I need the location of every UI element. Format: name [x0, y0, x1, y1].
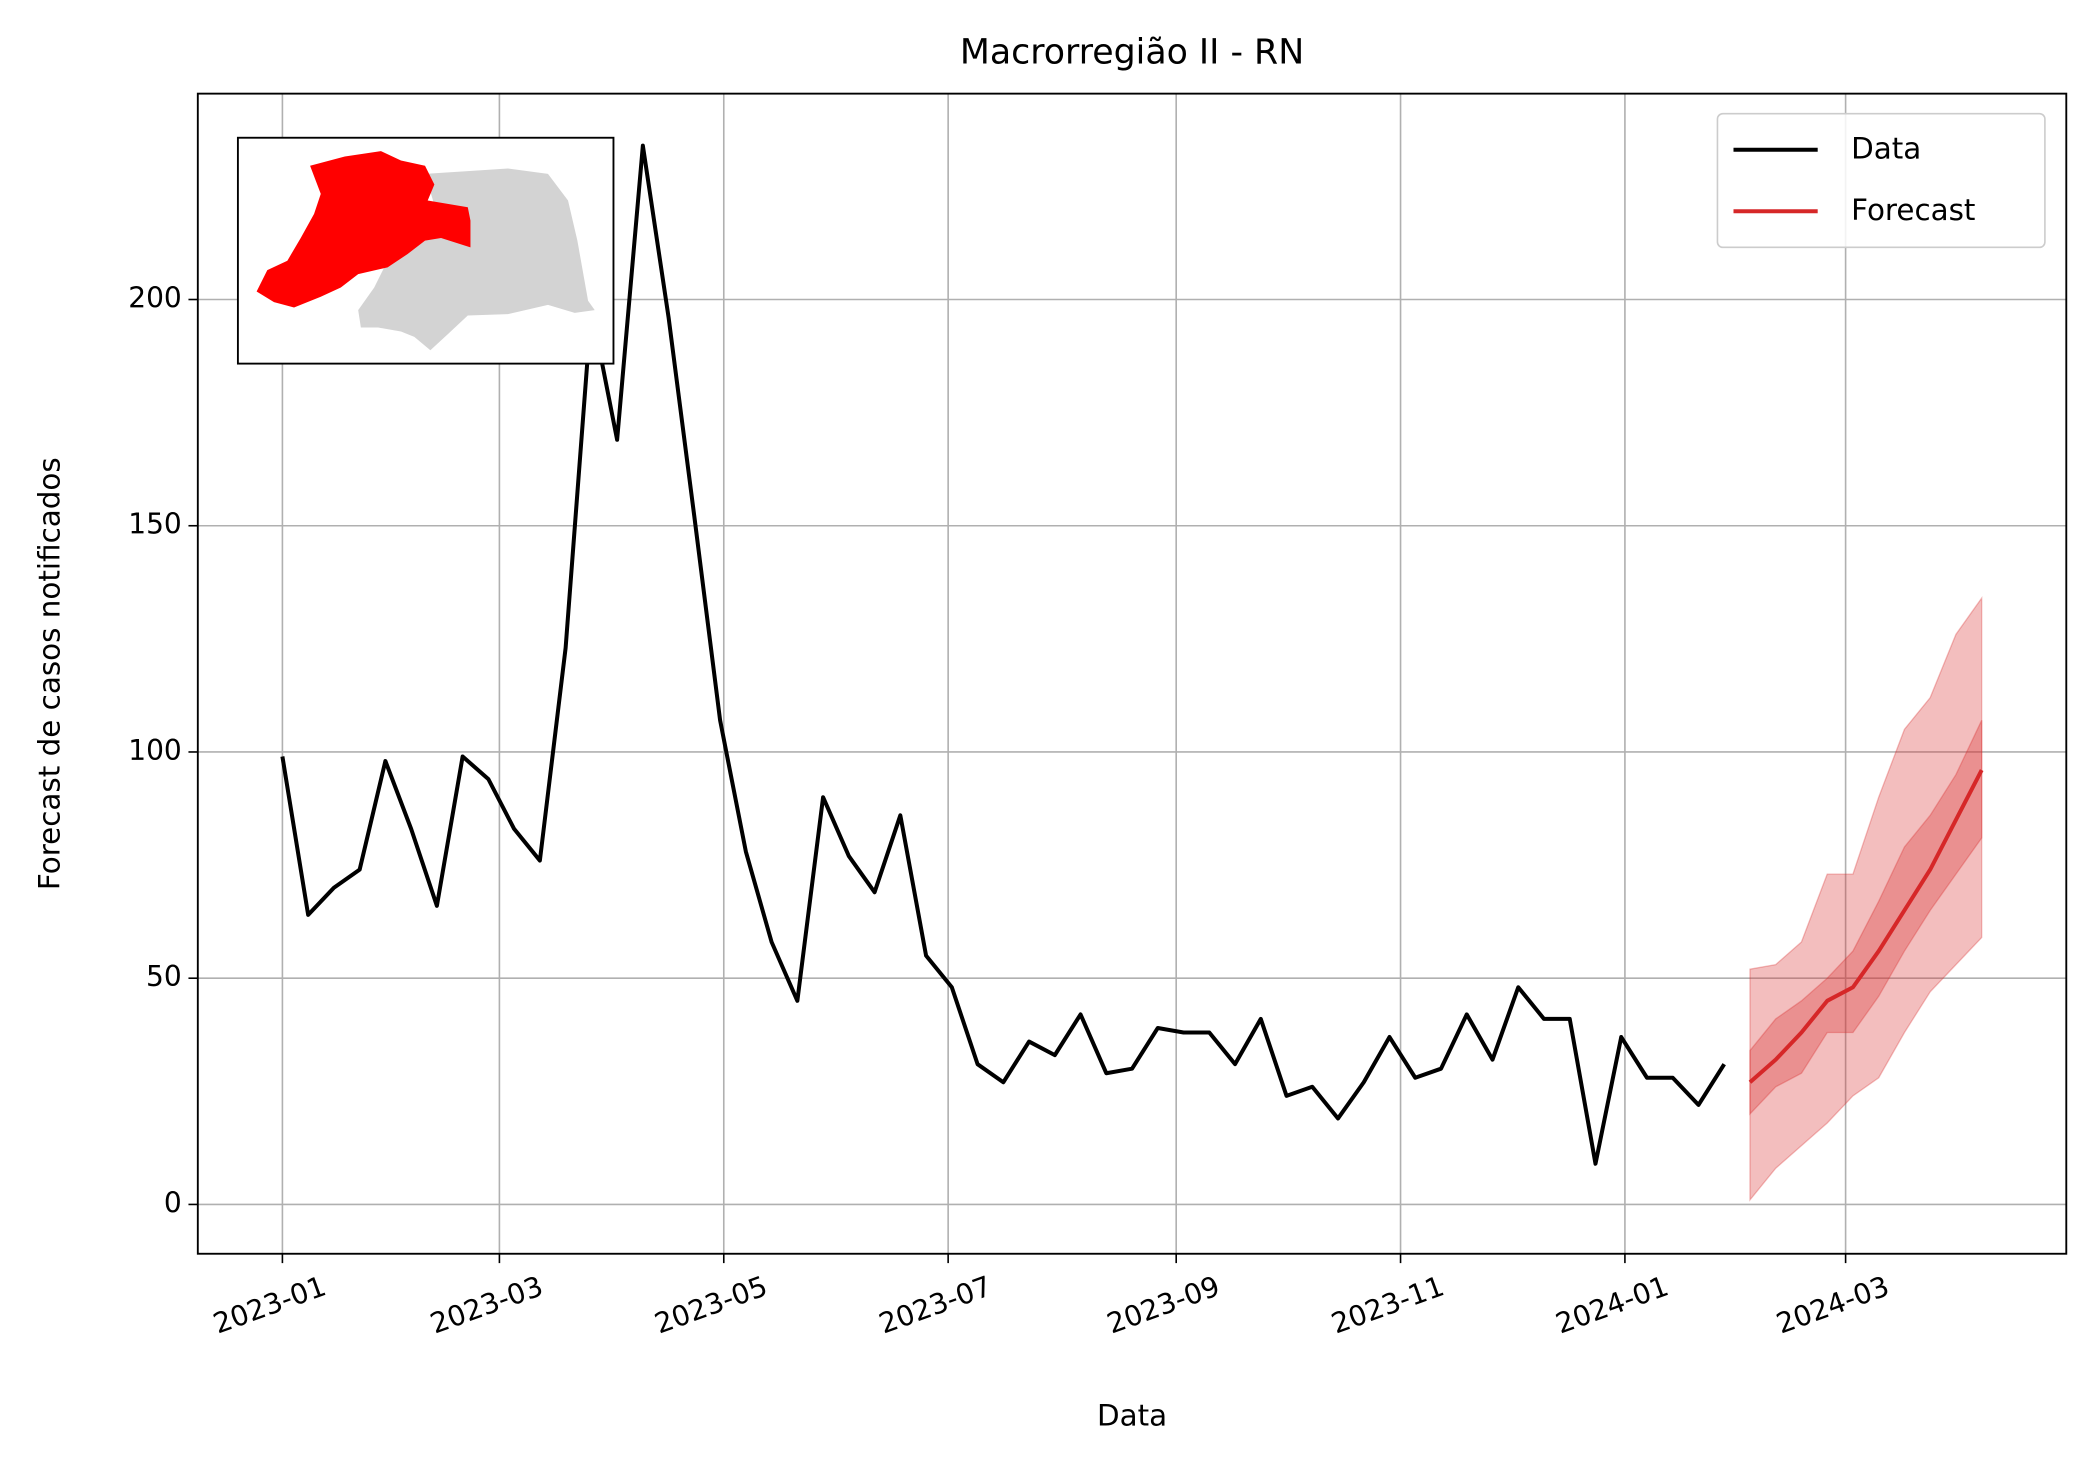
data-line	[280, 143, 1726, 1166]
y-tick-label: 200	[128, 282, 182, 315]
y-tick-label: 0	[164, 1186, 182, 1219]
legend: Data Forecast	[1716, 112, 2046, 249]
forecast-interval	[1749, 596, 1983, 1202]
data-line	[1748, 769, 1984, 1084]
legend-label: Forecast	[1851, 193, 1975, 227]
inset-map	[236, 136, 615, 365]
y-tick-label: 150	[128, 508, 182, 541]
y-axis-label: Forecast de casos notificados	[32, 457, 66, 890]
legend-label: Data	[1851, 131, 1921, 165]
forecast-interval	[1749, 720, 1983, 1116]
x-axis-label: Data	[1097, 1398, 1167, 1432]
map-region-highlight	[256, 151, 471, 308]
legend-box	[1716, 112, 2046, 249]
chart-title: Macrorregião II - RN	[960, 33, 1304, 73]
y-tick-label: 50	[146, 960, 182, 993]
map-region-other	[358, 168, 595, 351]
plot-frame	[196, 92, 2068, 1255]
y-tick-label: 100	[128, 734, 182, 767]
